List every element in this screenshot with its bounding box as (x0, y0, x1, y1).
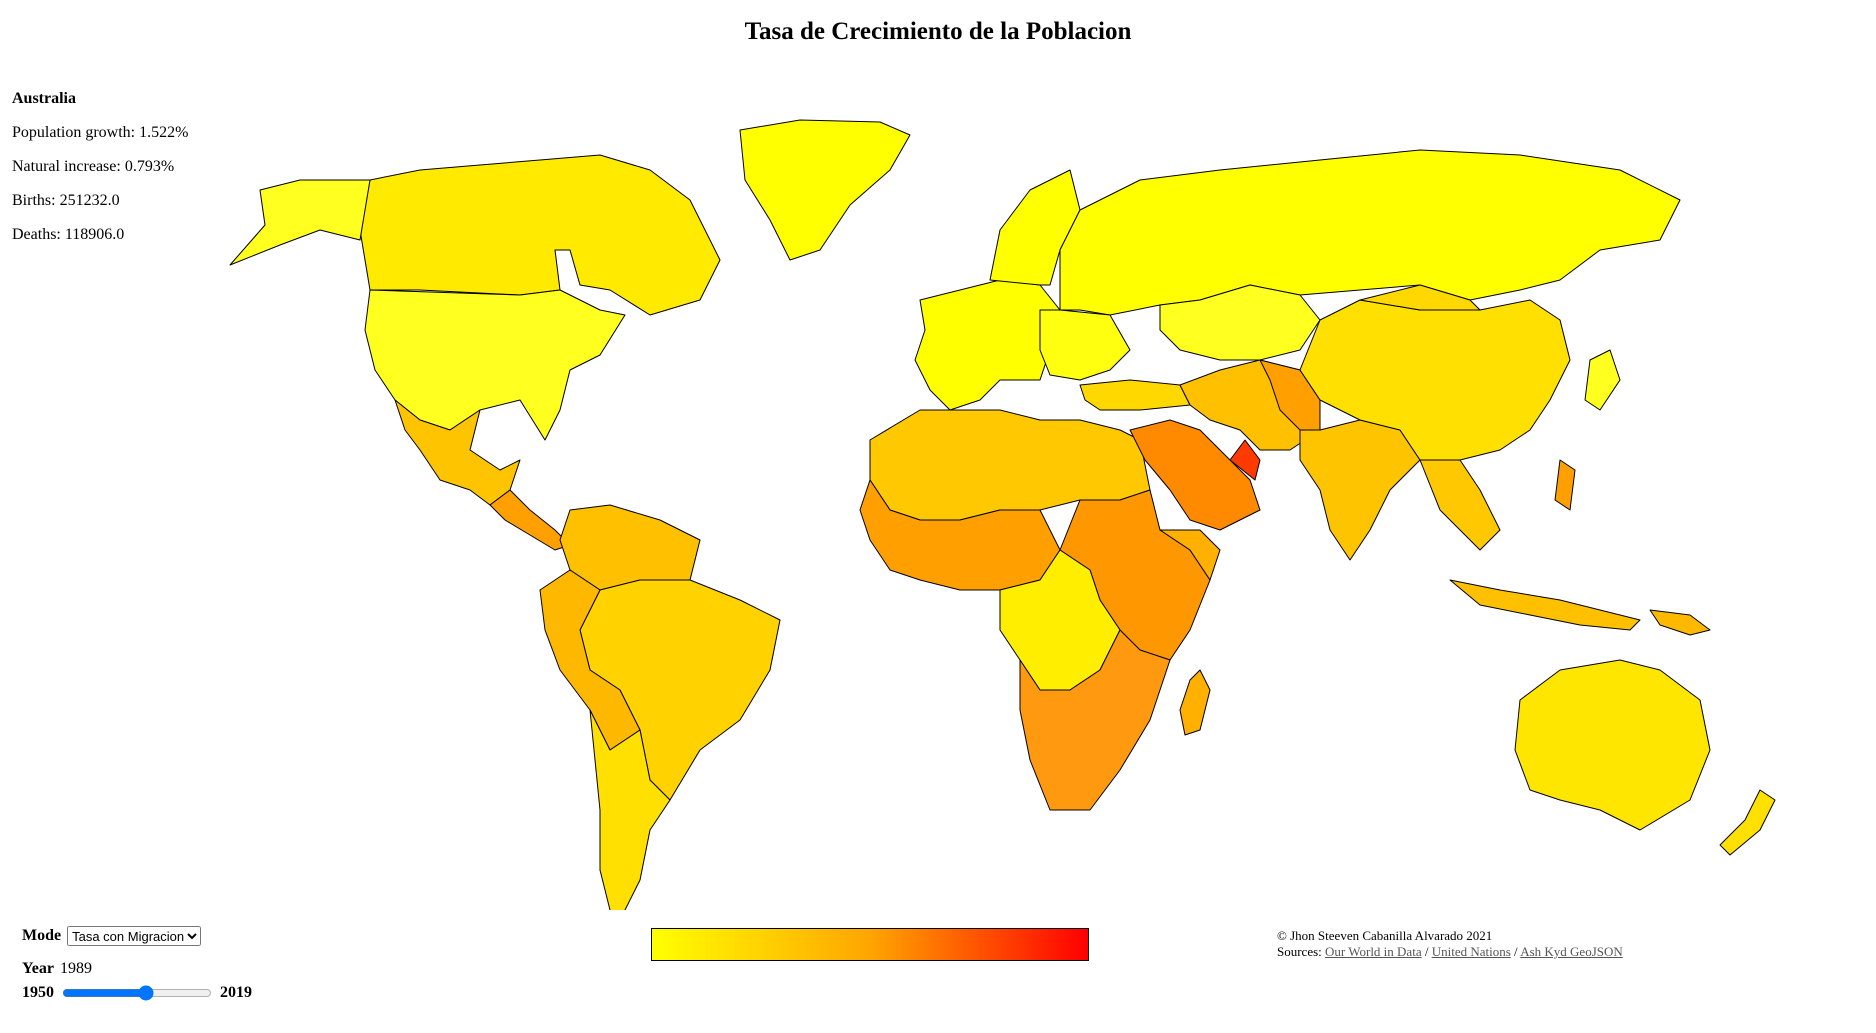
region-southern-cone[interactable] (589, 709, 671, 910)
country-indonesia[interactable] (1449, 579, 1641, 631)
country-saudi-arabia[interactable] (1129, 419, 1261, 531)
country-usa-alaska[interactable] (229, 179, 371, 266)
region-southeast-asia[interactable] (1419, 459, 1501, 551)
year-row: Year 1989 (22, 960, 252, 978)
country-mexico[interactable] (394, 399, 521, 506)
region-western-europe[interactable] (914, 279, 1061, 411)
credits: © Jhon Steeven Cabanilla Alvarado 2021 S… (1277, 928, 1623, 960)
mode-select[interactable]: Tasa con Migracion (67, 926, 202, 946)
country-russia[interactable] (1059, 149, 1681, 316)
controls-panel: Mode Tasa con Migracion Year 1989 1950 2… (22, 926, 252, 1002)
region-eastern-europe[interactable] (1039, 309, 1131, 381)
country-japan[interactable] (1584, 349, 1621, 411)
mode-label: Mode (22, 927, 62, 944)
mode-row: Mode Tasa con Migracion (22, 926, 252, 946)
country-madagascar[interactable] (1179, 669, 1211, 736)
region-gulf-states[interactable] (1229, 439, 1261, 481)
deaths-value: 118906.0 (64, 226, 125, 243)
country-new-zealand[interactable] (1719, 789, 1776, 856)
natural-increase-value: 0.793% (124, 158, 175, 175)
sources-line: Sources: Our World in Data / United Nati… (1277, 944, 1623, 959)
copyright-text: © Jhon Steeven Cabanilla Alvarado 2021 (1277, 928, 1493, 943)
population-growth-label: Population growth: (12, 124, 136, 141)
country-philippines[interactable] (1554, 459, 1576, 511)
region-horn-of-africa[interactable] (1159, 529, 1221, 581)
population-growth-stat: Population growth: 1.522% (12, 124, 188, 142)
year-label: Year (22, 960, 54, 977)
region-south-asia[interactable] (1299, 419, 1421, 561)
natural-increase-label: Natural increase: (12, 158, 121, 175)
year-max-label: 2019 (220, 984, 252, 1001)
source-link-owid[interactable]: Our World in Data (1325, 944, 1422, 959)
region-kazakhstan[interactable] (1159, 284, 1321, 361)
sources-label: Sources: (1277, 944, 1322, 959)
births-value: 251232.0 (59, 192, 120, 209)
region-southern-africa[interactable] (1019, 629, 1171, 811)
country-turkey[interactable] (1079, 379, 1191, 411)
population-growth-value: 1.522% (139, 124, 189, 141)
world-choropleth-map[interactable] (0, 110, 1876, 910)
country-greenland[interactable] (739, 119, 911, 261)
year-slider[interactable] (62, 985, 212, 1001)
deaths-stat: Deaths: 118906.0 (12, 226, 188, 244)
country-name: Australia (12, 90, 76, 107)
color-scale-legend (651, 928, 1089, 961)
region-central-america[interactable] (489, 489, 571, 551)
page-title: Tasa de Crecimiento de la Poblacion (744, 18, 1132, 45)
country-usa[interactable] (364, 289, 626, 441)
country-mongolia[interactable] (1359, 284, 1481, 311)
births-stat: Births: 251232.0 (12, 192, 188, 210)
source-link-geojson[interactable]: Ash Kyd GeoJSON (1520, 944, 1623, 959)
source-link-un[interactable]: United Nations (1431, 944, 1511, 959)
country-papua-new-guinea[interactable] (1649, 609, 1711, 636)
natural-increase-stat: Natural increase: 0.793% (12, 158, 188, 176)
year-min-label: 1950 (22, 984, 54, 1001)
year-slider-row: 1950 2019 (22, 984, 252, 1002)
country-info-panel: Australia Population growth: 1.522% Natu… (12, 90, 188, 244)
region-andes[interactable] (539, 569, 641, 751)
country-canada[interactable] (359, 154, 721, 316)
year-value: 1989 (59, 960, 92, 977)
deaths-label: Deaths: (12, 226, 61, 243)
births-label: Births: (12, 192, 56, 209)
country-australia[interactable] (1514, 659, 1711, 831)
